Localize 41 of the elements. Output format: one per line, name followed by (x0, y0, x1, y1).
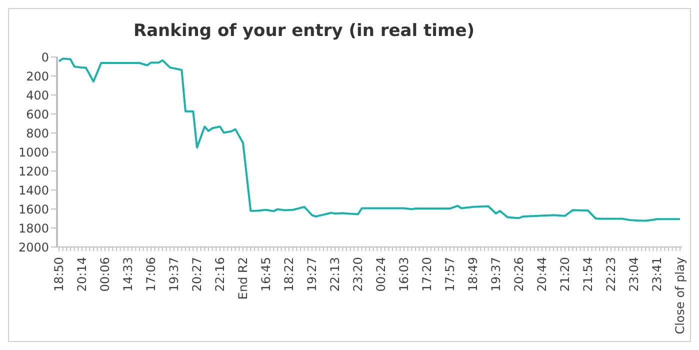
y-tick-label: 200 (26, 69, 49, 84)
x-tick-label: 20:26 (512, 257, 526, 292)
x-tick-label: 20:27 (190, 257, 204, 292)
x-tick-label: 23:04 (627, 257, 641, 292)
y-tick-label: 2000 (18, 240, 49, 254)
x-tick-label: 21:54 (581, 257, 595, 292)
x-tick-label: 20:14 (75, 257, 89, 292)
x-tick-label: 17:57 (443, 257, 457, 292)
y-tick-label: 600 (26, 107, 49, 122)
y-tick-label: 0 (41, 50, 49, 64)
x-tick-label: 00:24 (374, 257, 388, 292)
x-tick-label: 22:16 (213, 257, 227, 292)
x-tick-label: 21:20 (558, 257, 572, 292)
x-tick-label: 16:45 (259, 257, 273, 292)
chart-title: Ranking of your entry (in real time) (132, 21, 476, 41)
x-tick-label: 17:06 (144, 257, 158, 292)
x-tick-label: 17:20 (420, 257, 434, 292)
y-tick-label: 1800 (18, 221, 49, 236)
x-tick-label: End R2 (236, 257, 250, 300)
y-tick-label: 400 (26, 88, 49, 102)
x-tick-label: Close of play (673, 257, 687, 334)
x-tick-label: 18:49 (466, 257, 480, 292)
line-series (58, 58, 681, 222)
x-tick-label: 19:37 (489, 257, 503, 292)
x-tick-label: 19:27 (305, 257, 319, 292)
y-tick-label: 1200 (18, 164, 49, 178)
x-tick-label: 22:13 (328, 257, 342, 292)
x-tick-label: 00:06 (98, 257, 112, 292)
y-tick-label: 1600 (18, 202, 49, 216)
x-tick-label: 19:37 (167, 257, 181, 292)
x-tick-label: 18:50 (52, 257, 66, 292)
x-tick-label: 20:44 (535, 257, 549, 292)
y-tick-label: 1000 (18, 145, 49, 160)
x-tick-label: 23:20 (351, 257, 365, 292)
x-tick-label: 23:41 (650, 257, 664, 292)
x-tick-label: 14:33 (121, 257, 135, 292)
y-tick-label: 1400 (18, 183, 49, 198)
x-tick-label: 22:23 (604, 257, 618, 292)
x-tick-label: 18:22 (282, 257, 296, 292)
x-tick-label: 16:03 (397, 257, 411, 292)
y-tick-label: 800 (26, 126, 49, 140)
